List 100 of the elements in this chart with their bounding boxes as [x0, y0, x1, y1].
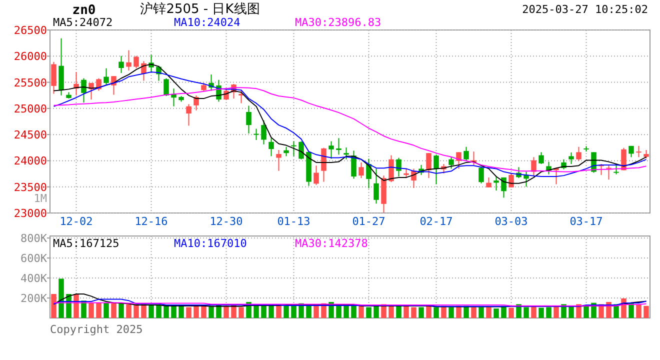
bar [404, 306, 409, 318]
candlestick [426, 152, 432, 179]
candlestick [456, 152, 462, 170]
candlestick [336, 138, 342, 156]
candlestick [636, 145, 642, 158]
y-tick-label: 23000 [14, 207, 47, 220]
candlestick [328, 140, 334, 160]
x-tick-label: 12-30 [210, 215, 243, 228]
bar [531, 306, 536, 318]
candlestick [388, 154, 394, 183]
bar [156, 305, 162, 318]
bar [434, 307, 439, 318]
bar [538, 308, 544, 318]
candlestick [351, 150, 356, 180]
y-tick-label: 24500 [14, 128, 47, 142]
bar [96, 302, 102, 318]
candlestick [448, 156, 454, 170]
x-tick-label: 03-17 [570, 215, 603, 228]
y-tick-label: 23500 [14, 180, 47, 194]
x-tick-label: 03-03 [494, 215, 528, 228]
bar [238, 307, 244, 318]
candlestick [396, 157, 402, 178]
bar [51, 294, 56, 318]
candlestick [538, 152, 544, 165]
bar [104, 302, 109, 318]
y-tick-label: 26000 [14, 50, 47, 64]
text: MA30:23896.83 [295, 16, 382, 29]
candlestick [284, 146, 289, 157]
bar [291, 306, 296, 318]
bar [448, 307, 454, 318]
bar [58, 278, 64, 318]
bar [418, 307, 424, 318]
candlestick [314, 165, 319, 186]
text: 1M [34, 192, 48, 205]
y-tick-label: 26500 [14, 24, 47, 37]
candlestick [194, 94, 199, 111]
candlestick [81, 78, 86, 104]
x-tick-label: 12-02 [60, 215, 93, 228]
x-tick-label: 02-17 [420, 215, 453, 228]
bar [546, 307, 552, 318]
y-tick-label: 25000 [14, 102, 47, 116]
bar [411, 307, 416, 318]
bar [636, 304, 642, 318]
bar [524, 307, 529, 318]
candlestick [576, 146, 582, 162]
bar [494, 308, 499, 318]
bar [358, 306, 364, 318]
bar [486, 307, 492, 318]
bar [186, 307, 192, 318]
bar [351, 306, 356, 318]
text: MA5:24072 [53, 16, 113, 29]
candlestick [276, 149, 282, 172]
y-tick-label: 25500 [14, 76, 47, 90]
text: 2025-03-27 10:25:02 [522, 3, 648, 16]
bar [111, 302, 116, 318]
candlestick [478, 166, 484, 184]
bar [141, 304, 146, 318]
candlestick [494, 176, 499, 192]
y-tick-label: 400K [20, 272, 48, 285]
candlestick [434, 154, 439, 185]
candlestick [224, 88, 229, 101]
bar [306, 305, 312, 318]
y-tick-label: 24000 [14, 154, 47, 168]
candlestick [164, 78, 169, 97]
chart-title: 沪锌2505 - 日K线图 [140, 1, 260, 17]
x-tick-label: 01-27 [352, 215, 386, 228]
bar [366, 307, 372, 318]
candlestick [344, 146, 349, 160]
bar [644, 306, 649, 318]
candlestick [104, 68, 109, 86]
candlestick [126, 50, 132, 71]
bar [508, 308, 514, 318]
x-tick-label: 12-16 [134, 215, 168, 228]
candlestick [51, 61, 56, 94]
candlestick [261, 120, 266, 145]
candlestick [404, 168, 409, 179]
text: MA30:142378 [295, 237, 368, 250]
y-tick-label: 800K [20, 232, 48, 245]
bar [628, 302, 634, 318]
chart-subtitle: zn0 [72, 3, 96, 18]
bar [344, 305, 349, 318]
bar [178, 306, 184, 318]
bar [88, 302, 94, 318]
bar [134, 304, 139, 318]
candlestick [321, 147, 326, 182]
bar [224, 306, 229, 318]
candlestick [254, 128, 259, 141]
candlestick [298, 140, 304, 160]
bar [208, 306, 214, 318]
candlestick [186, 104, 192, 126]
bar [148, 305, 154, 318]
bar [584, 306, 589, 318]
candlestick [366, 158, 372, 189]
candlestick [508, 172, 514, 188]
candlestick [268, 138, 274, 157]
text: MA10:24024 [174, 16, 241, 29]
candlestick [486, 176, 492, 188]
text: Copyright 2025 [50, 323, 143, 336]
candlestick [134, 55, 139, 69]
candlestick [568, 152, 574, 165]
